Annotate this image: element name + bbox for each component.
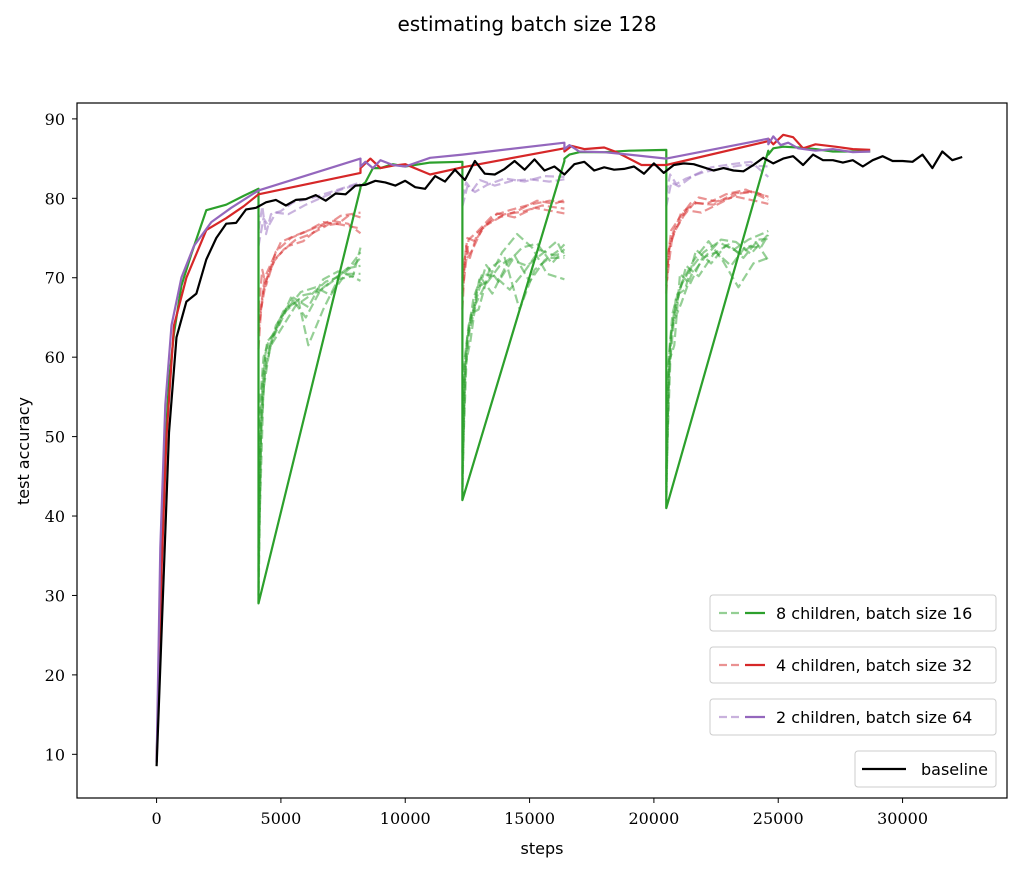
y-tick-label: 10 [45,745,65,764]
child-curve-12 [461,206,565,310]
x-tick-label: 30000 [877,809,928,828]
child-curve-33 [665,233,770,501]
y-tick-label: 80 [45,189,65,208]
legend-box [709,698,997,736]
chart-title: estimating batch size 128 [397,12,656,36]
y-axis-label: test accuracy [14,397,33,505]
x-tick-label: 25000 [753,809,804,828]
child-curve-35 [665,234,770,493]
child-curve-16 [665,195,769,294]
x-tick-label: 10000 [380,809,431,828]
child-curve-29 [461,240,566,485]
legend-entry: 8 children, batch size 16 [709,594,997,632]
x-axis-label: steps [521,839,564,858]
child-curve-7 [257,213,361,334]
series-line-2 [155,135,871,763]
legend-label: 2 children, batch size 64 [776,708,972,727]
child-curve-2 [461,178,565,199]
child-curve-27 [461,233,565,493]
y-axis: 10 20 30 40 50 60 70 80 90 [45,110,77,764]
child-curve-1 [257,182,361,247]
x-axis: 0 5000 10000 15000 20000 25000 30000 [151,798,928,828]
child-curve-13 [461,199,565,294]
y-tick-label: 50 [45,428,65,447]
y-tick-label: 90 [45,110,65,129]
legend-entry: 4 children, batch size 32 [709,646,997,684]
y-tick-label: 60 [45,348,65,367]
child-curve-0 [257,181,361,236]
child-curve-17 [665,190,769,286]
child-curve-3 [461,175,565,207]
legend-box [854,750,997,788]
y-tick-label: 70 [45,269,65,288]
x-tick-label: 20000 [628,809,679,828]
plot-frame [76,102,1008,799]
legend-box [709,646,997,684]
child-curve-28 [461,242,566,469]
baseline-line [155,150,963,767]
x-tick-label: 0 [151,809,161,828]
legend-label: baseline [921,760,988,779]
legend: 8 children, batch size 16 4 children, bat… [709,594,997,788]
x-tick-label: 5000 [261,809,302,828]
child-curve-5 [665,160,770,207]
y-tick-label: 40 [45,507,65,526]
series-line-0 [155,145,871,763]
child-curve-30 [665,229,769,509]
legend-entry: 2 children, batch size 64 [709,698,997,736]
y-tick-label: 20 [45,666,65,685]
x-tick-label: 15000 [504,809,555,828]
child-curve-34 [665,240,770,477]
child-curve-8 [257,221,361,350]
y-tick-label: 30 [45,586,65,605]
legend-label: 4 children, batch size 32 [776,656,972,675]
legend-box [709,594,997,632]
child-curve-22 [257,270,362,556]
child-curve-9 [257,219,362,326]
plot-area [155,133,963,767]
legend-entry: baseline [854,750,997,788]
child-curve-23 [257,264,361,596]
legend-label: 8 children, batch size 16 [776,604,972,623]
child-curve-19 [257,251,362,572]
